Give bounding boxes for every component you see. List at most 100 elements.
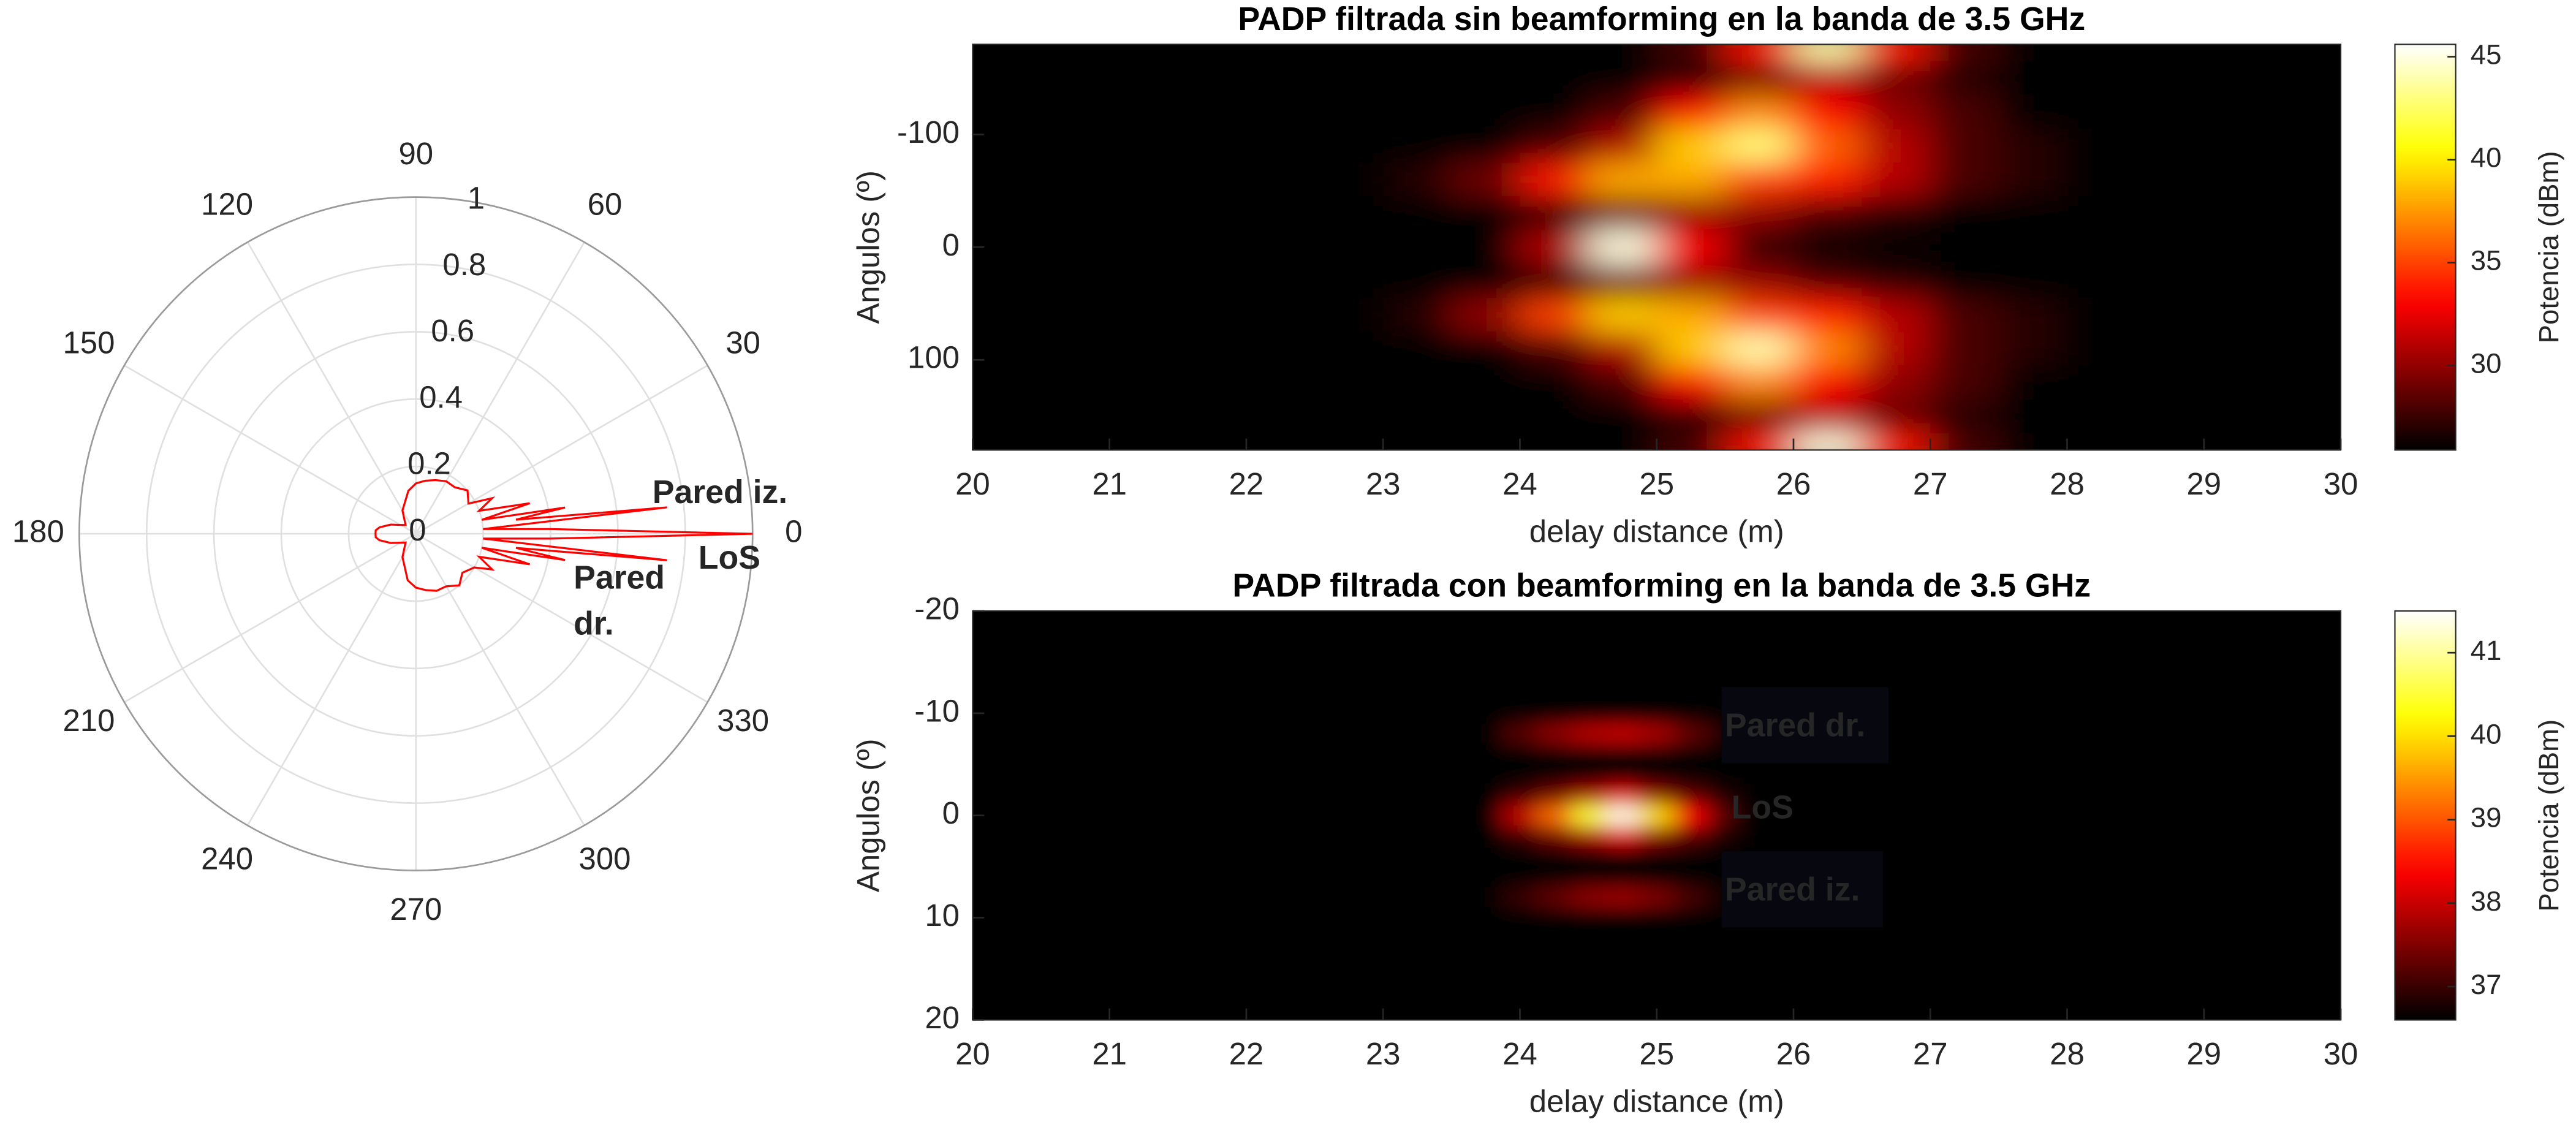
colorbar (2394, 610, 2457, 1021)
heatmap-cell (1537, 764, 1572, 786)
heatmap-cell (1537, 805, 1572, 827)
heatmap-cell (1571, 723, 1607, 745)
heatmap-cell (1588, 433, 1658, 450)
heatmap-cell (1520, 129, 1589, 164)
heatmap-cell (1673, 764, 1709, 786)
x-tick-label: 27 (1913, 1036, 1948, 1071)
heatmap-cell (1793, 298, 1863, 333)
x-axis-label: delay distance (m) (1529, 514, 1784, 549)
heatmap-cell (1862, 264, 1931, 299)
heatmap-cell (1793, 196, 1863, 232)
heatmap-cell (1605, 805, 1641, 827)
heatmap-cell (1502, 784, 1538, 806)
heatmap-cell (1468, 805, 1504, 827)
heatmap-cell (1656, 264, 1726, 299)
y-tick-label: 100 (907, 340, 960, 375)
heatmap-cell (1930, 433, 2000, 450)
heatmap-cell (1639, 723, 1675, 745)
colorbar-tick-label: 40 (2471, 718, 2502, 749)
heatmap-cell (1862, 433, 1931, 450)
heatmap-cell (1725, 129, 1795, 164)
heatmap-cell (1793, 95, 1863, 130)
heatmap-cell (1502, 764, 1538, 786)
heatmap-cell (1998, 44, 2068, 63)
heatmap-cell (1998, 162, 2068, 197)
heatmap-cell (1862, 399, 1931, 434)
heatmap-cell (1998, 264, 2068, 299)
heatmap-cell (1537, 703, 1572, 724)
heatmap-cell (1793, 230, 1863, 265)
heatmap-cell (1451, 365, 1521, 400)
theta-tick-label: 60 (588, 187, 623, 222)
theta-tick-label: 210 (63, 703, 115, 738)
heatmap-cell (1468, 907, 1504, 929)
x-tick-label: 23 (1366, 466, 1401, 501)
heatmap-cell (1502, 866, 1538, 888)
heatmap-cell (1605, 764, 1641, 786)
heatmap-cell (1998, 95, 2068, 130)
r-grid-circle (280, 398, 551, 670)
heatmap-cell (1708, 825, 1743, 848)
heatmap-cell (1793, 264, 1863, 299)
heatmap-cell (1520, 196, 1589, 232)
heatmap-cell (1468, 784, 1504, 806)
heatmap-cell (1451, 44, 1521, 63)
heatmap-cell (1588, 162, 1658, 197)
heatmap-cell (1862, 332, 1931, 366)
colorbar-tick-label: 35 (2471, 245, 2502, 276)
heatmap-cell (1656, 298, 1726, 333)
heatmap-cell (1793, 433, 1863, 450)
r-grid-circle (145, 264, 686, 804)
theta-grid-line (415, 533, 585, 826)
y-tick-label: 20 (925, 1000, 960, 1035)
theta-tick-label: 240 (201, 841, 253, 876)
y-tick-label: 0 (942, 227, 960, 262)
heatmap-cell (1998, 129, 2068, 164)
heatmap-cell (1793, 162, 1863, 197)
heatmap-cell (1571, 907, 1607, 929)
x-tick-label: 30 (2324, 466, 2358, 501)
heatmap-cell (1656, 129, 1726, 164)
heatmap-cell (1930, 129, 2000, 164)
heatmap-clip (1468, 703, 1743, 929)
heatmap-cell (1708, 784, 1743, 806)
theta-tick-label: 180 (12, 514, 64, 549)
heatmap-cell (1383, 399, 1453, 434)
theta-tick-label: 120 (201, 187, 253, 222)
r-grid-circle (213, 331, 619, 737)
heatmap-cell (1588, 298, 1658, 333)
theta-grid-line (246, 533, 417, 826)
heatmap-cell (1862, 129, 1931, 164)
heatmap-cell (1520, 365, 1589, 400)
heatmap-cell (1571, 825, 1607, 848)
heatmap-cell (1793, 61, 1863, 96)
heatmap-cell (1588, 264, 1658, 299)
heatmap-cell (1571, 866, 1607, 888)
heatmap-cell (1725, 95, 1795, 130)
annotation: LoS (699, 539, 760, 576)
heatmap-cell (1656, 44, 1726, 63)
heatmap-cell (1656, 196, 1726, 232)
heatmap-cell (1656, 162, 1726, 197)
heatmap-cell (1571, 887, 1607, 909)
r-tick-label: 0.4 (419, 379, 463, 414)
colorbar-label: Potencia (dBm) (2533, 719, 2564, 912)
colorbar (2394, 44, 2457, 451)
colorbar-tick-label: 40 (2471, 142, 2502, 173)
heatmap-cell (1998, 399, 2068, 434)
heatmap-cell (1673, 723, 1709, 745)
annotation-background (1721, 851, 1883, 928)
polar-line (374, 479, 753, 592)
heatmap-cell (1383, 44, 1453, 63)
annotation: Pared iz. (653, 474, 787, 510)
colorbar-tick-label: 39 (2471, 802, 2502, 833)
heatmap-cell (1605, 703, 1641, 724)
heatmap-cell (1862, 95, 1931, 130)
chart-title: PADP filtrada sin beamforming en la band… (1238, 1, 2085, 37)
heatmap-cell (1725, 44, 1795, 63)
heatmap-cell (1537, 825, 1572, 848)
heatmap-cell (1998, 365, 2068, 400)
annotation: Pared iz. (1725, 871, 1860, 908)
heatmap-cell (1468, 764, 1504, 786)
